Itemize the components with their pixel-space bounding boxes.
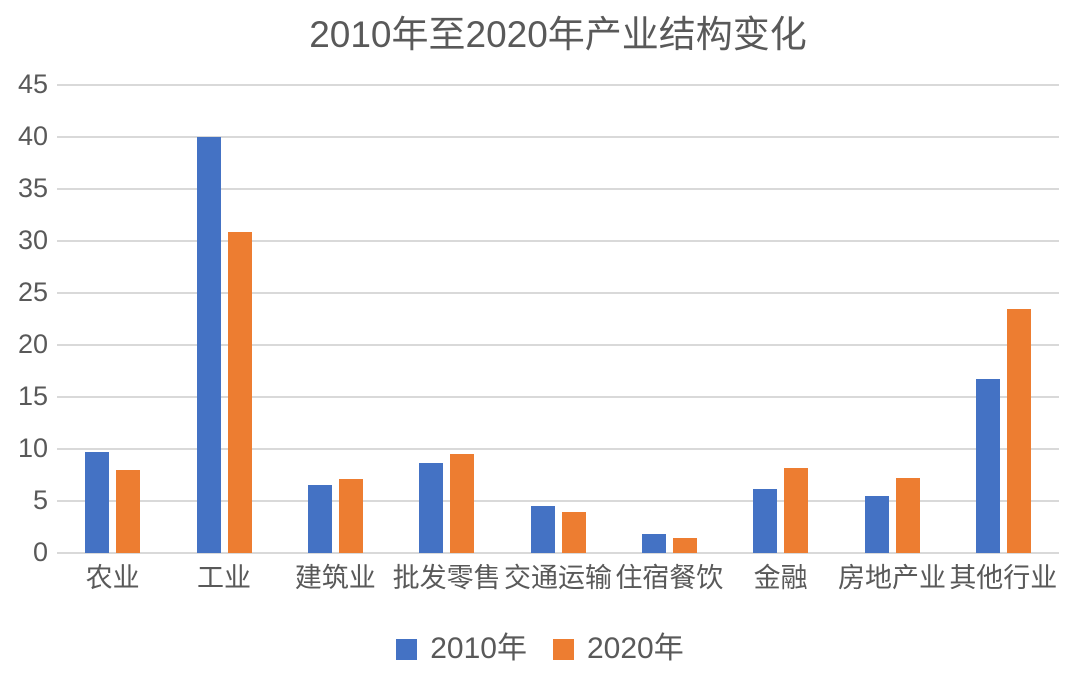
bar-2010年-其他行业 (975, 379, 1000, 553)
legend-label-2020: 2020年 (587, 632, 684, 665)
gridline-45 (57, 84, 1059, 86)
bar-2010年-工业 (196, 137, 221, 553)
bar-2010年-农业 (85, 452, 110, 553)
x-tick-label-交通运输: 交通运输 (503, 563, 612, 593)
bar-2020年-房地产业 (895, 478, 920, 553)
gridline-5 (57, 500, 1059, 502)
bar-2010年-批发零售 (419, 462, 444, 553)
legend-swatch-2020-icon (553, 638, 574, 660)
x-tick-label-批发零售: 批发零售 (392, 563, 501, 593)
y-tick-label-20: 20 (17, 329, 48, 359)
bar-2010年-房地产业 (864, 495, 889, 553)
bar-2020年-批发零售 (450, 454, 475, 553)
chart-title: 2010年至2020年产业结构变化 (309, 14, 807, 55)
legend: 2010年 2020年 (0, 629, 1080, 669)
y-tick-label-5: 5 (32, 485, 48, 515)
x-tick-label-建筑业: 建筑业 (294, 563, 376, 593)
gridline-15 (57, 396, 1059, 398)
x-tick-label-金融: 金融 (753, 563, 808, 593)
bar-2020年-住宿餐饮 (672, 538, 697, 553)
x-tick-label-住宿餐饮: 住宿餐饮 (615, 563, 724, 593)
gridline-20 (57, 344, 1059, 346)
x-tick-label-农业: 农业 (85, 563, 140, 593)
bar-2010年-交通运输 (530, 506, 555, 553)
x-tick-label-房地产业: 房地产业 (837, 563, 946, 593)
y-tick-label-45: 45 (17, 69, 48, 99)
y-tick-label-25: 25 (17, 277, 48, 307)
bar-2020年-农业 (116, 469, 141, 553)
bar-2020年-其他行业 (1006, 308, 1031, 553)
gridline-35 (57, 188, 1059, 190)
y-tick-label-30: 30 (17, 225, 48, 255)
gridline-40 (57, 136, 1059, 138)
bar-2010年-金融 (753, 488, 778, 553)
x-tick-label-其他行业: 其他行业 (949, 563, 1058, 593)
legend-swatch-2010-icon (396, 638, 418, 660)
y-tick-label-10: 10 (17, 433, 48, 463)
legend-label-2010: 2010年 (430, 632, 527, 665)
y-tick-label-40: 40 (17, 121, 48, 151)
y-tick-label-35: 35 (17, 173, 48, 203)
bar-2020年-建筑业 (338, 479, 363, 553)
bar-2020年-金融 (784, 467, 809, 553)
x-tick-label-工业: 工业 (196, 563, 251, 593)
bar-2010年-建筑业 (307, 485, 332, 553)
y-tick-label-15: 15 (17, 381, 48, 411)
gridline-10 (57, 448, 1059, 450)
legend-item-2010: 2010年 (396, 631, 527, 667)
legend-item-2020: 2020年 (553, 631, 684, 667)
plot-area (57, 84, 1059, 554)
gridline-25 (57, 292, 1059, 294)
gridline-0 (57, 552, 1059, 554)
gridline-30 (57, 240, 1059, 242)
bar-2020年-交通运输 (561, 512, 586, 553)
bar-2020年-工业 (227, 231, 252, 553)
y-tick-label-0: 0 (32, 537, 48, 567)
bar-2010年-住宿餐饮 (641, 534, 666, 553)
